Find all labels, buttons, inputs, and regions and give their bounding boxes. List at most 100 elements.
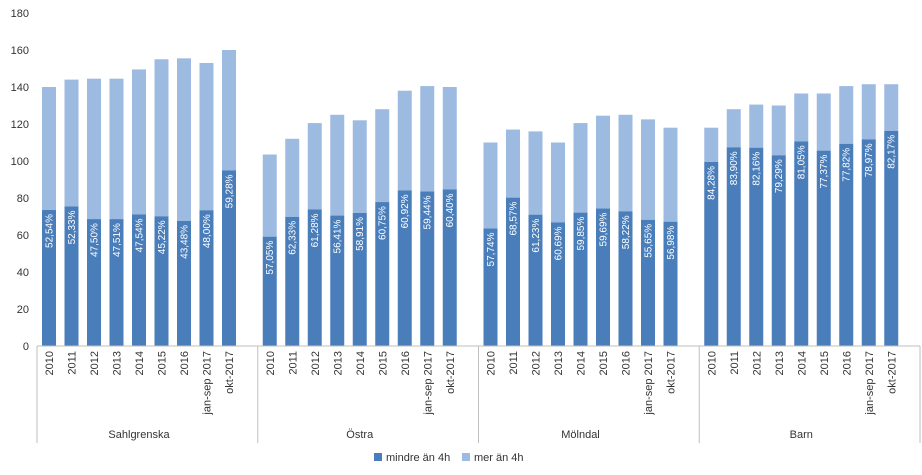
bar-mindre-sahlgrenska-2 bbox=[87, 219, 101, 346]
y-tick-label: 160 bbox=[11, 45, 29, 57]
data-label: 81,05% bbox=[797, 145, 808, 179]
bar-mer-mölndal-8 bbox=[663, 127, 678, 222]
data-label: 60,40% bbox=[445, 193, 456, 227]
data-label: 82,17% bbox=[887, 135, 898, 169]
x-category-label: 2014 bbox=[134, 351, 146, 375]
x-axis: 2010 2011 2012 2013 2014 2015 2016 jan-sep 2017… bbox=[36, 345, 921, 443]
y-tick-label: 60 bbox=[17, 230, 29, 242]
x-category-label: 2014 bbox=[355, 351, 367, 375]
bar-mindre-barn-4 bbox=[794, 141, 809, 346]
x-category-label: 2015 bbox=[377, 351, 389, 375]
bar-mer-barn-6 bbox=[839, 86, 854, 144]
x-category-label: 2012 bbox=[89, 351, 101, 375]
data-label: 47,51% bbox=[112, 223, 123, 257]
bar-mindre-östra-3 bbox=[330, 215, 345, 346]
x-category-label: 2012 bbox=[751, 351, 763, 375]
bar-mindre-sahlgrenska-8 bbox=[222, 170, 236, 346]
bar-mer-östra-3 bbox=[330, 114, 345, 216]
bar-mindre-östra-5 bbox=[375, 202, 390, 346]
x-category-label: 2016 bbox=[179, 351, 191, 375]
bar-mer-östra-0 bbox=[262, 154, 277, 237]
legend-label-mindre: mindre än 4h bbox=[386, 452, 450, 464]
x-category-label: 2010 bbox=[706, 351, 718, 375]
bars-layer: 52,54% 52,33% 47,50% 47,51% 47,54% 45,22% 43,4… bbox=[42, 50, 899, 346]
bar-mindre-östra-7 bbox=[420, 191, 435, 346]
bar-mer-östra-1 bbox=[285, 138, 300, 217]
bar-mer-östra-6 bbox=[397, 90, 412, 191]
x-category-label: okt-2017 bbox=[445, 351, 457, 394]
group-label-sahlgrenska: Sahlgrenska bbox=[108, 429, 170, 441]
bar-mindre-sahlgrenska-5 bbox=[154, 216, 169, 346]
data-label: 56,41% bbox=[333, 219, 344, 253]
x-category-label: 2016 bbox=[400, 351, 412, 375]
bar-mer-sahlgrenska-0 bbox=[42, 87, 56, 211]
bar-mer-mölndal-6 bbox=[618, 114, 633, 212]
bar-mer-östra-4 bbox=[352, 120, 367, 213]
bar-mer-sahlgrenska-7 bbox=[199, 62, 214, 211]
bar-mer-barn-2 bbox=[749, 104, 764, 148]
bar-mindre-östra-8 bbox=[442, 189, 457, 346]
bar-mer-barn-4 bbox=[794, 93, 809, 142]
data-label: 77,37% bbox=[819, 155, 830, 189]
bar-mindre-mölndal-5 bbox=[596, 208, 610, 346]
bar-mer-mölndal-7 bbox=[641, 119, 655, 220]
y-tick-label: 0 bbox=[23, 341, 29, 353]
x-category-label: 2015 bbox=[157, 351, 169, 375]
bar-mer-mölndal-2 bbox=[528, 131, 543, 215]
data-label: 60,92% bbox=[400, 194, 411, 228]
x-category-label: 2011 bbox=[287, 351, 299, 375]
bar-mindre-barn-6 bbox=[839, 143, 854, 346]
y-tick-label: 140 bbox=[11, 82, 29, 94]
data-label: 60,75% bbox=[378, 206, 389, 240]
data-label: 52,33% bbox=[67, 210, 78, 244]
bar-mindre-sahlgrenska-4 bbox=[132, 214, 146, 346]
data-label: 59,28% bbox=[225, 174, 236, 208]
bar-mer-mölndal-0 bbox=[483, 142, 498, 229]
bar-mindre-sahlgrenska-6 bbox=[177, 220, 191, 346]
x-category-label: 2010 bbox=[486, 351, 498, 375]
data-label: 52,54% bbox=[45, 214, 56, 248]
x-category-label: jan-sep 2017 bbox=[202, 351, 214, 416]
data-label: 45,22% bbox=[157, 220, 168, 254]
bar-mindre-mölndal-1 bbox=[506, 197, 520, 346]
y-tick-label: 180 bbox=[11, 8, 29, 20]
y-tick-label: 120 bbox=[11, 119, 29, 131]
x-category-label: 2015 bbox=[598, 351, 610, 375]
legend-swatch-mindre bbox=[374, 453, 382, 461]
x-category-label: jan-sep 2017 bbox=[422, 351, 434, 416]
bar-mer-sahlgrenska-1 bbox=[64, 79, 79, 207]
y-tick-label: 80 bbox=[17, 193, 29, 205]
bar-mer-sahlgrenska-6 bbox=[177, 58, 191, 221]
data-label: 57,74% bbox=[486, 232, 497, 266]
bar-mer-östra-2 bbox=[307, 123, 322, 210]
x-category-label: okt-2017 bbox=[224, 351, 236, 394]
bar-mer-barn-0 bbox=[704, 127, 719, 162]
x-category-label: 2012 bbox=[310, 351, 322, 375]
x-category-label: 2014 bbox=[796, 351, 808, 375]
bar-mindre-sahlgrenska-0 bbox=[42, 210, 56, 346]
bar-mindre-östra-4 bbox=[352, 212, 367, 346]
bar-mer-barn-1 bbox=[726, 109, 741, 148]
data-label: 77,82% bbox=[842, 148, 853, 182]
y-axis: 0 20 40 60 80 100 120 140 160 180 bbox=[11, 8, 29, 353]
x-category-label: 2016 bbox=[841, 351, 853, 375]
data-label: 62,33% bbox=[288, 221, 299, 255]
bar-mindre-mölndal-2 bbox=[528, 214, 543, 346]
bar-mindre-barn-8 bbox=[884, 130, 899, 346]
bar-mer-sahlgrenska-8 bbox=[222, 50, 236, 171]
bar-mindre-östra-2 bbox=[307, 209, 322, 346]
data-label: 55,65% bbox=[644, 224, 655, 258]
data-label: 60,69% bbox=[554, 226, 565, 260]
data-label: 59,85% bbox=[576, 217, 587, 251]
bar-mer-östra-5 bbox=[375, 109, 390, 203]
bar-mer-östra-8 bbox=[442, 87, 457, 190]
bar-mer-barn-5 bbox=[816, 93, 831, 151]
bar-mer-mölndal-5 bbox=[596, 115, 610, 209]
x-category-label: 2013 bbox=[112, 351, 124, 375]
legend-swatch-mer bbox=[462, 453, 470, 461]
bar-mindre-mölndal-4 bbox=[573, 212, 588, 346]
x-category-label: 2016 bbox=[621, 351, 633, 375]
data-label: 43,48% bbox=[180, 225, 191, 259]
x-category-label: jan-sep 2017 bbox=[864, 351, 876, 416]
